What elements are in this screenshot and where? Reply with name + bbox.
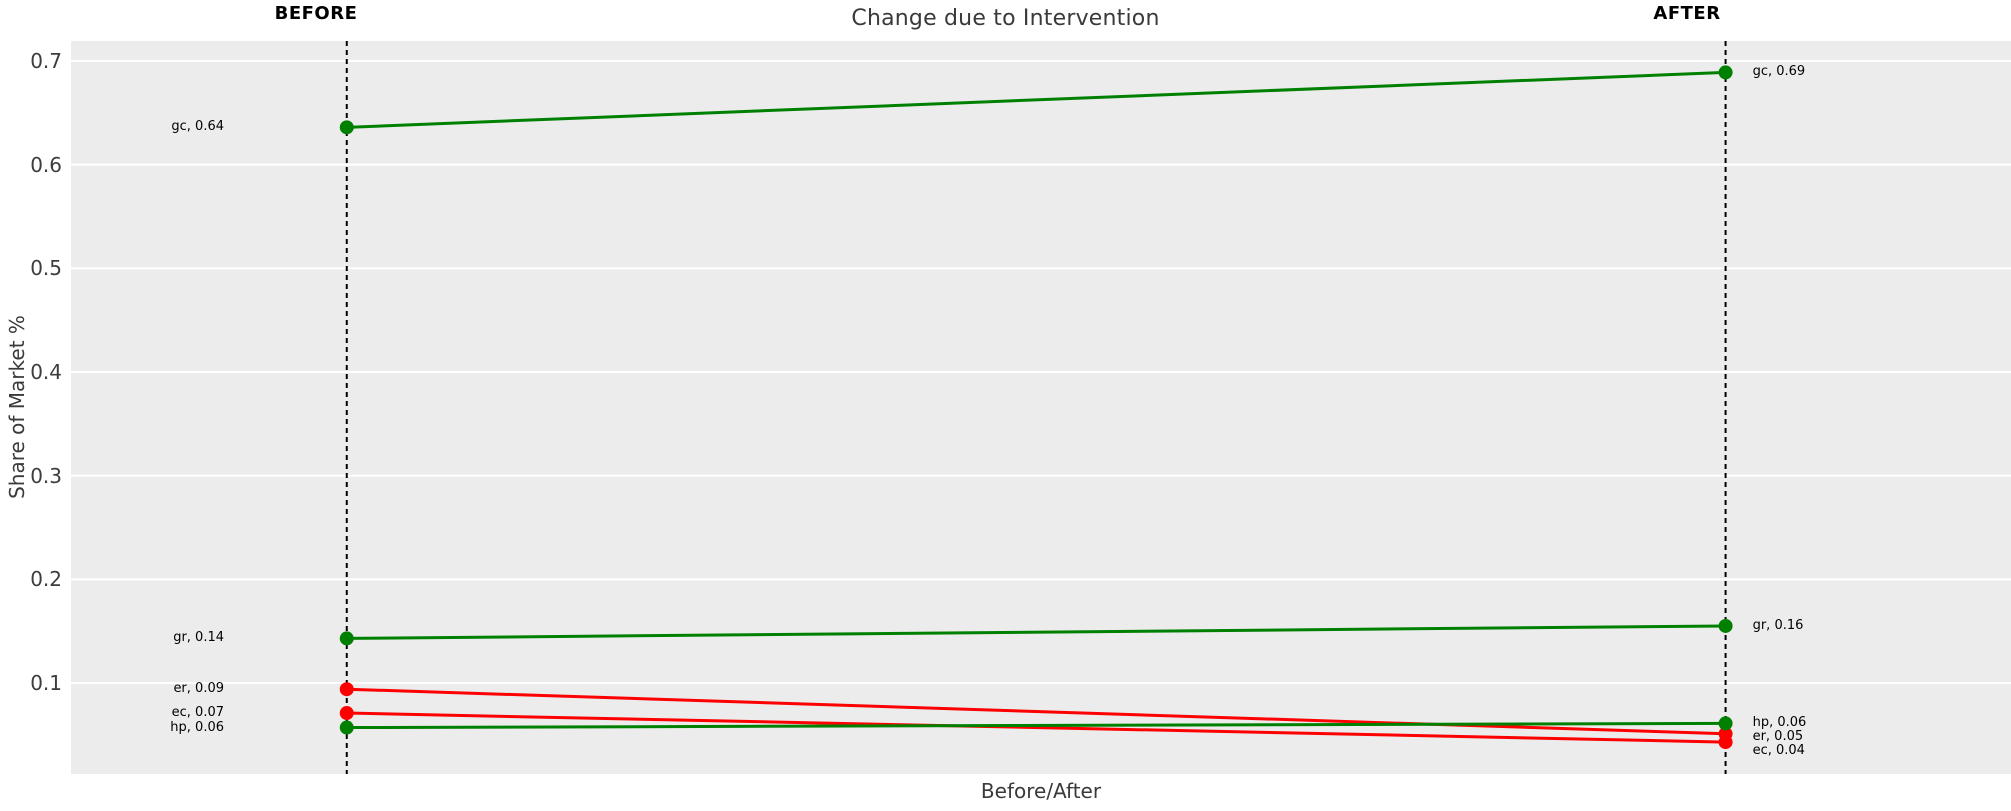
chart-title: Change due to Intervention	[851, 6, 1160, 31]
y-tick-label-0.4: 0.4	[30, 359, 62, 384]
value-label-ec-before: ec, 0.07	[171, 705, 224, 721]
data-point-hp-after	[1718, 716, 1733, 731]
slope-line-gr	[346, 624, 1726, 640]
data-point-gr-after	[1718, 618, 1733, 633]
y-tick-label-0.5: 0.5	[30, 256, 62, 281]
data-point-gr-before	[339, 631, 354, 646]
before-column-header: BEFORE	[274, 3, 358, 24]
slope-line-hp	[346, 721, 1726, 730]
value-label-er-after: er, 0.05	[1752, 729, 1804, 745]
value-label-gc-before: gc, 0.64	[171, 119, 224, 135]
y-tick-label-0.1: 0.1	[30, 670, 62, 695]
slope-chart-svg	[71, 41, 2011, 774]
value-label-gr-before: gr, 0.14	[173, 630, 224, 646]
data-point-hp-before	[339, 720, 354, 735]
value-label-er-before: er, 0.09	[173, 681, 224, 697]
data-point-gc-after	[1718, 65, 1733, 80]
y-tick-label-0.2: 0.2	[30, 567, 62, 592]
y-tick-label-0.7: 0.7	[30, 49, 62, 73]
slope-line-ec	[346, 711, 1726, 744]
slope-line-gc	[346, 70, 1726, 129]
value-label-gc-after: gc, 0.69	[1752, 64, 1806, 80]
value-label-gr-after: gr, 0.16	[1752, 617, 1804, 633]
plot-area	[71, 41, 2011, 774]
value-label-hp-after: hp, 0.06	[1752, 715, 1807, 731]
slope-line-er	[346, 687, 1726, 736]
data-point-gc-before	[339, 120, 354, 135]
after-column-header: AFTER	[1653, 3, 1721, 24]
data-point-ec-after	[1718, 735, 1733, 750]
data-point-ec-before	[339, 706, 354, 721]
y-tick-label-0.6: 0.6	[30, 152, 62, 177]
value-label-ec-after: ec, 0.04	[1752, 743, 1805, 759]
value-label-hp-before: hp, 0.06	[170, 719, 224, 735]
data-point-er-before	[339, 682, 354, 697]
x-axis-label: Before/After	[980, 779, 1102, 803]
y-tick-label-0.3: 0.3	[30, 463, 62, 488]
